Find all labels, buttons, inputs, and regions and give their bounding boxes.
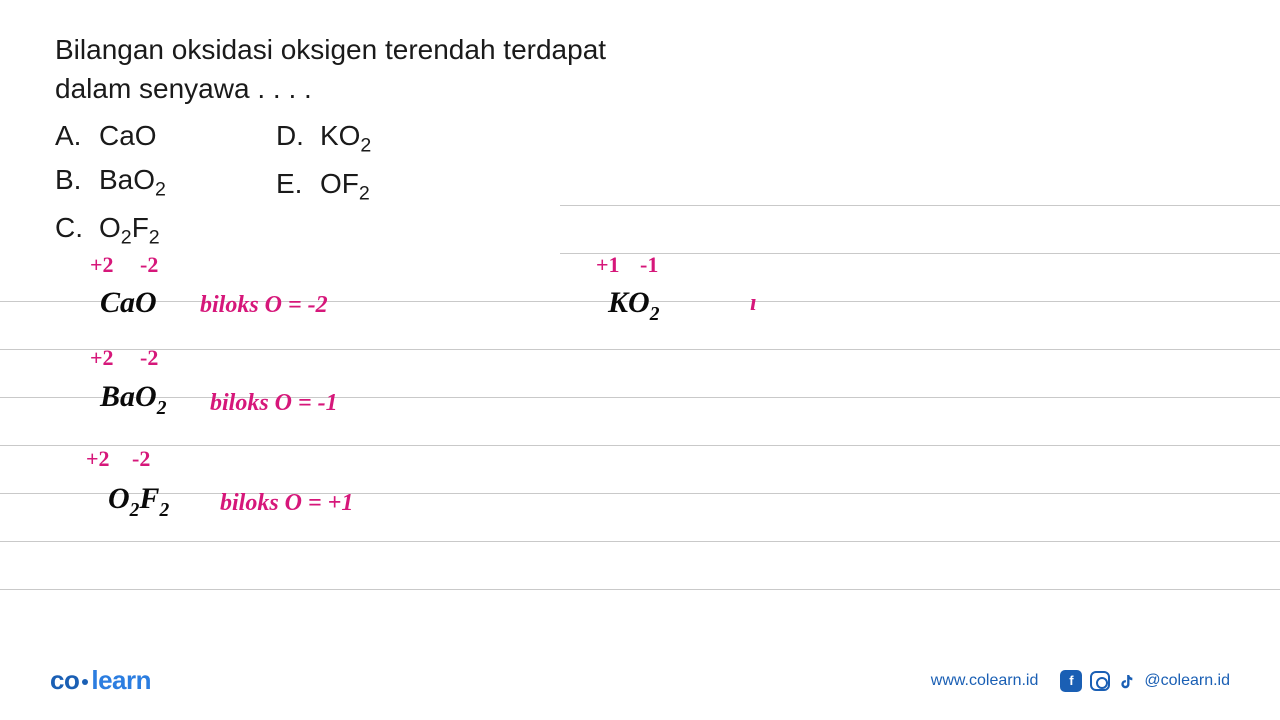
instagram-icon [1090,671,1110,691]
cao-biloks: biloks O = -2 [200,292,328,319]
footer-right: www.colearn.id f @colearn.id [931,670,1230,692]
cao-formula: CaO [100,286,157,320]
option-d: D. KO2 [276,116,371,160]
cao-ox-o: -2 [140,252,158,278]
bao2-ox-ba: +2 [90,345,114,371]
ko2-trail: ı [750,290,757,317]
footer: colearn www.colearn.id f @colearn.id [0,665,1280,696]
ko2-ox-k: +1 [596,252,620,278]
tiktok-icon [1118,670,1136,692]
ruled-paper [0,158,1280,590]
question-line-2: dalam senyawa . . . . [55,69,755,108]
option-formula: KO2 [320,116,371,160]
bao2-ox-o: -2 [140,345,158,371]
social-icons: f @colearn.id [1060,670,1230,692]
footer-url: www.colearn.id [931,672,1039,690]
o2f2-formula: O2F2 [108,482,169,516]
o2f2-biloks: biloks O = +1 [220,490,353,517]
question-line-1: Bilangan oksidasi oksigen terendah terda… [55,30,755,69]
ko2-formula: KO2 [608,286,659,320]
o2f2-ox-f: -2 [132,446,150,472]
colearn-logo: colearn [50,665,151,696]
bao2-biloks: biloks O = -1 [210,390,338,417]
o2f2-ox-o: +2 [86,446,110,472]
option-letter: A. [55,116,99,155]
logo-co: co [50,665,79,695]
option-letter: D. [276,116,320,155]
cao-ox-ca: +2 [90,252,114,278]
logo-dot-icon [82,679,88,685]
logo-learn: learn [91,665,151,695]
option-formula: CaO [99,116,157,155]
option-a: A. CaO [55,116,166,155]
footer-handle: @colearn.id [1144,672,1230,690]
facebook-icon: f [1060,670,1082,692]
ko2-ox-o: -1 [640,252,658,278]
bao2-formula: BaO2 [100,380,166,414]
